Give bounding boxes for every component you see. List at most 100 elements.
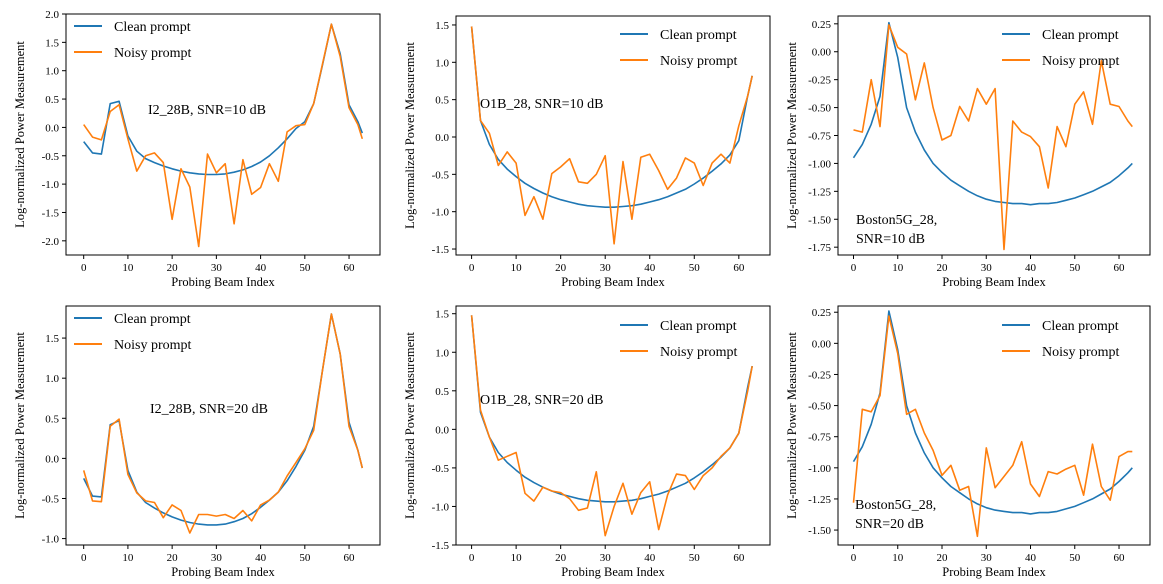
- chart-3-xtick-label: 50: [1069, 262, 1081, 274]
- chart-3-xlabel: Probing Beam Index: [942, 275, 1046, 289]
- chart-5-legend-label-clean: Clean prompt: [660, 319, 737, 334]
- chart-3-series-clean-line: [852, 21, 1133, 206]
- chart-4-xtick-label: 0: [81, 552, 87, 564]
- chart-3-xtick-label: 30: [981, 262, 993, 274]
- chart-4-ytick-label: -0.5: [42, 493, 60, 505]
- chart-4-series-noisy-line: [82, 313, 364, 534]
- chart-4-xtick-label: 30: [211, 552, 223, 564]
- chart-5-axes-frame: [455, 305, 771, 546]
- chart-6-ytick-label: -1.25: [808, 494, 831, 506]
- chart-5-ytick-label: -0.5: [432, 463, 450, 475]
- chart-6-annotation: SNR=20 dB: [855, 517, 924, 532]
- chart-6-ytick-label: 0.00: [812, 338, 832, 350]
- chart-5-xtick-label: 40: [644, 552, 656, 564]
- chart-3-annotation: Boston5G_28,: [856, 213, 937, 228]
- chart-5-ytick-label: 0.5: [435, 386, 449, 398]
- chart-5-xtick-label: 0: [469, 552, 475, 564]
- chart-5-annotation: O1B_28, SNR=20 dB: [480, 393, 603, 408]
- chart-1-annotation: I2_28B, SNR=10 dB: [148, 103, 266, 118]
- chart-2-ytick-label: 0.5: [435, 95, 449, 107]
- chart-5-series-noisy-line: [470, 315, 753, 537]
- chart-4: 0 10 20 30 40 50 60 -1.0 -0.5 0.0 0.5 1.0 1.5 Probing…: [13, 305, 381, 579]
- chart-3-ytick-label: -0.50: [808, 103, 831, 115]
- chart-5-xtick-label: 30: [600, 552, 612, 564]
- chart-2-ytick-label: -0.5: [432, 169, 450, 181]
- chart-2-legend-label-clean: Clean prompt: [660, 28, 737, 43]
- chart-1-xtick-label: 60: [344, 262, 356, 274]
- chart-2-xlabel: Probing Beam Index: [561, 275, 665, 289]
- chart-1-xtick-label: 10: [122, 262, 134, 274]
- chart-2-xtick-label: 50: [689, 262, 701, 274]
- chart-1-ytick-label: -2.0: [42, 236, 60, 248]
- chart-1-axes-frame: [65, 13, 381, 256]
- chart-3-xtick-label: 40: [1025, 262, 1037, 274]
- chart-6-xtick-label: 60: [1114, 552, 1126, 564]
- chart-1-ytick-label: -1.0: [42, 179, 60, 191]
- chart-3-ytick-label: -1.00: [808, 158, 831, 170]
- chart-1-xtick-label: 50: [299, 262, 311, 274]
- chart-3-xtick-label: 10: [892, 262, 904, 274]
- chart-6-ytick-label: -1.50: [808, 525, 831, 537]
- chart-1-xtick-label: 20: [167, 262, 179, 274]
- chart-6: 0 10 20 30 40 50 60 -1.50 -1.25 -1.00 -0.75 -0.50 -0…: [785, 305, 1151, 579]
- chart-3-ytick-label: -0.25: [808, 75, 831, 87]
- chart-2-ytick-label: 0.0: [435, 132, 449, 144]
- chart-3-ytick-label: -1.25: [808, 186, 831, 198]
- chart-4-ytick-label: 0.5: [45, 413, 59, 425]
- chart-3-xtick-label: 20: [937, 262, 949, 274]
- chart-4-xlabel: Probing Beam Index: [171, 565, 275, 579]
- chart-1-ytick-label: 1.0: [45, 66, 59, 78]
- chart-5-xtick-label: 60: [733, 552, 745, 564]
- chart-6-ylabel: Log-normalized Power Measurement: [785, 332, 799, 519]
- chart-3-ytick-label: -0.75: [808, 131, 831, 143]
- chart-5-xtick-label: 20: [555, 552, 567, 564]
- chart-6-ytick-label: -1.00: [808, 463, 831, 475]
- chart-5-ytick-label: -1.5: [432, 540, 450, 552]
- chart-2: 0 10 20 30 40 50 60 -1.5 -1.0 -0.5 0.0 0.5 1.0 1.5 Pro…: [403, 15, 771, 289]
- chart-3-series-noisy-line: [853, 24, 1133, 251]
- chart-6-xtick-label: 30: [981, 552, 993, 564]
- chart-6-ytick-label: 0.25: [812, 307, 832, 319]
- chart-5-ytick-label: -1.0: [432, 501, 450, 513]
- chart-1: 0 10 20 30 40 50 60 -2.0 -1.5 -1.0 -0.5 0.0 0.5 1.0 1.…: [13, 9, 381, 289]
- chart-5-series-clean-line: [470, 315, 753, 503]
- chart-3-annotation: SNR=10 dB: [856, 232, 925, 247]
- chart-6-ytick-label: -0.50: [808, 401, 831, 413]
- chart-1-xtick-label: 30: [211, 262, 223, 274]
- chart-2-ytick-label: -1.5: [432, 244, 450, 256]
- chart-6-series-noisy-line: [852, 315, 1133, 538]
- chart-4-xtick-label: 40: [255, 552, 267, 564]
- chart-3-legend-label-clean: Clean prompt: [1042, 28, 1119, 43]
- chart-1-xlabel: Probing Beam Index: [171, 275, 275, 289]
- chart-2-ytick-label: 1.5: [435, 20, 449, 32]
- chart-2-annotation: O1B_28, SNR=10 dB: [480, 97, 603, 112]
- chart-5-xtick-label: 50: [689, 552, 701, 564]
- chart-4-ytick-label: 1.5: [45, 333, 59, 345]
- chart-6-xtick-label: 40: [1025, 552, 1037, 564]
- chart-1-ytick-label: 2.0: [45, 9, 59, 21]
- chart-3-ytick-label: 0.25: [812, 19, 832, 31]
- chart-5-xlabel: Probing Beam Index: [561, 565, 665, 579]
- chart-5-legend-label-noisy: Noisy prompt: [660, 345, 738, 360]
- chart-3-xtick-label: 60: [1114, 262, 1126, 274]
- chart-1-xtick-label: 0: [81, 262, 87, 274]
- chart-3-ytick-label: -1.75: [808, 242, 831, 254]
- chart-6-ytick-label: -0.75: [808, 432, 831, 444]
- chart-4-annotation: I2_28B, SNR=20 dB: [150, 402, 268, 417]
- chart-6-xtick-label: 10: [892, 552, 904, 564]
- chart-6-axes-frame: [837, 305, 1151, 546]
- chart-4-xtick-label: 10: [122, 552, 134, 564]
- chart-5: 0 10 20 30 40 50 60 -1.5 -1.0 -0.5 0.0 0.5 1.0 1.5 Pro…: [403, 305, 771, 579]
- chart-4-ytick-label: 0.0: [45, 453, 59, 465]
- chart-3-ytick-label: 0.00: [812, 47, 832, 59]
- chart-2-ytick-label: 1.0: [435, 57, 449, 69]
- chart-1-ytick-label: -0.5: [42, 151, 60, 163]
- chart-4-ytick-label: -1.0: [42, 534, 60, 546]
- chart-6-legend-label-clean: Clean prompt: [1042, 319, 1119, 334]
- chart-1-ytick-label: 0.0: [45, 122, 59, 134]
- chart-4-xtick-label: 20: [167, 552, 179, 564]
- chart-1-legend-label-noisy: Noisy prompt: [114, 46, 192, 61]
- chart-2-axes-frame: [455, 15, 771, 256]
- chart-5-ytick-label: 0.0: [435, 424, 449, 436]
